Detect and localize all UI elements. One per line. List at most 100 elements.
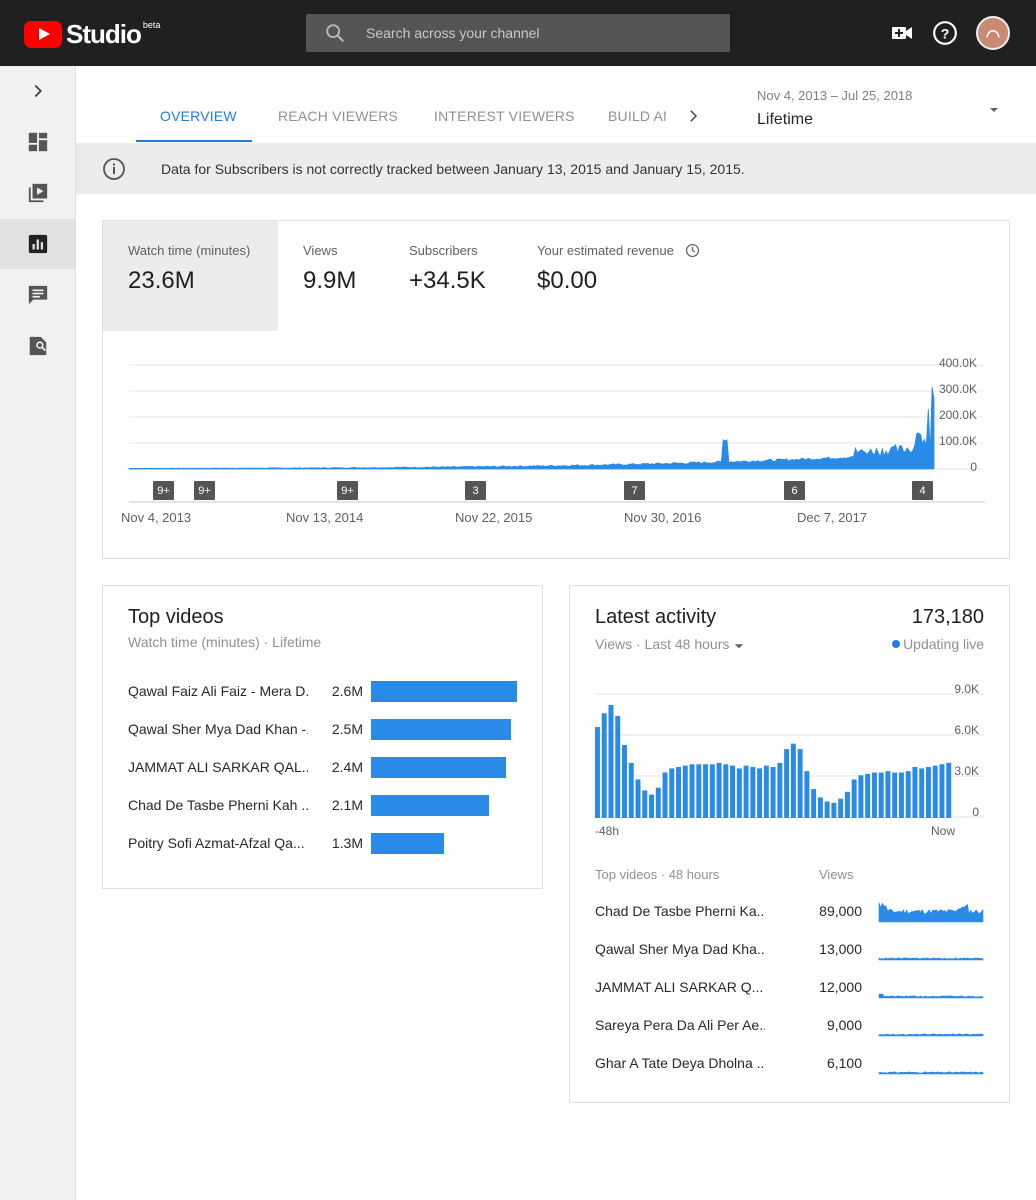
annotation-marker[interactable]: 7 <box>624 481 645 500</box>
activity-bar[interactable] <box>831 802 837 818</box>
tab-overview[interactable]: OVERVIEW <box>160 108 237 124</box>
tab-reach-viewers[interactable]: REACH VIEWERS <box>278 108 399 124</box>
activity-bar[interactable] <box>662 772 668 818</box>
activity-bar[interactable] <box>635 779 641 818</box>
activity-bar[interactable] <box>716 762 722 818</box>
activity-bar[interactable] <box>777 762 783 818</box>
video-title[interactable]: Sareya Pera Da Ali Per Ae... <box>595 1017 765 1033</box>
activity-bar[interactable] <box>696 764 702 818</box>
activity-bar[interactable] <box>858 775 864 818</box>
video-title[interactable]: JAMMAT ALI SARKAR QAL... <box>128 759 308 775</box>
metric-watch-time[interactable]: Watch time (minutes) 23.6M <box>103 221 278 331</box>
chevron-right-icon[interactable] <box>684 107 702 125</box>
activity-bar[interactable] <box>905 771 911 818</box>
sidebar-item-comments[interactable] <box>0 270 75 320</box>
activity-bar[interactable] <box>878 772 884 818</box>
activity-bar[interactable] <box>912 767 918 818</box>
video-title[interactable]: JAMMAT ALI SARKAR Q... <box>595 979 764 995</box>
activity-bar[interactable] <box>669 768 675 818</box>
video-title[interactable]: Qawal Sher Mya Dad Khan -... <box>128 721 308 737</box>
activity-bar[interactable] <box>817 797 823 818</box>
annotation-marker[interactable]: 3 <box>465 481 486 500</box>
activity-bar[interactable] <box>595 727 600 818</box>
activity-bar[interactable] <box>946 762 952 818</box>
activity-bar[interactable] <box>649 794 654 818</box>
activity-bar[interactable] <box>763 765 769 818</box>
activity-bar[interactable] <box>811 789 817 818</box>
search-input[interactable]: Search across your channel <box>306 14 730 52</box>
annotation-marker[interactable]: 9+ <box>153 481 174 500</box>
activity-bar[interactable] <box>925 767 931 818</box>
activity-bar[interactable] <box>750 767 756 818</box>
activity-bar[interactable] <box>730 765 736 818</box>
activity-bar[interactable] <box>608 705 614 818</box>
activity-bar[interactable] <box>851 779 857 818</box>
date-preset[interactable]: Lifetime <box>757 111 814 128</box>
annotation-marker[interactable]: 9+ <box>337 481 358 500</box>
activity-bar[interactable] <box>628 762 634 818</box>
activity-bar[interactable] <box>797 749 803 818</box>
sidebar-expand[interactable] <box>0 66 75 116</box>
period-selector[interactable]: Views · Last 48 hours <box>595 636 730 652</box>
top-video-bar[interactable] <box>371 681 517 702</box>
activity-bar[interactable] <box>824 801 830 818</box>
activity-bar[interactable] <box>770 767 776 818</box>
activity-bar[interactable] <box>865 773 871 818</box>
activity-bar[interactable] <box>736 768 742 818</box>
sidebar-item-dashboard[interactable] <box>0 117 75 167</box>
video-title[interactable]: Qawal Faiz Ali Faiz - Mera D... <box>128 683 308 699</box>
activity-bar[interactable] <box>709 764 715 818</box>
activity-bar[interactable] <box>838 798 844 818</box>
activity-bar[interactable] <box>723 764 729 818</box>
metric-subscribers[interactable]: Subscribers +34.5K <box>384 221 512 331</box>
annotation-marker[interactable]: 6 <box>784 481 805 500</box>
tab-interest-viewers[interactable]: INTEREST VIEWERS <box>434 108 575 124</box>
activity-bar[interactable] <box>790 743 796 818</box>
activity-bar[interactable] <box>601 713 607 818</box>
activity-bar[interactable] <box>844 791 850 818</box>
activity-bar[interactable] <box>784 749 790 818</box>
activity-bar[interactable] <box>676 767 682 818</box>
avatar[interactable] <box>976 16 1010 50</box>
chevron-right-icon <box>34 84 42 98</box>
sidebar-item-analytics[interactable] <box>0 219 75 269</box>
activity-bar[interactable] <box>939 764 945 818</box>
activity-bar[interactable] <box>682 765 688 818</box>
create-video-icon[interactable] <box>890 21 914 45</box>
activity-bar[interactable] <box>655 787 661 818</box>
activity-bar[interactable] <box>919 768 925 818</box>
top-video-bar[interactable] <box>371 719 512 740</box>
video-title[interactable]: Qawal Sher Mya Dad Kha... <box>595 941 765 957</box>
activity-bar[interactable] <box>615 716 621 818</box>
video-title[interactable]: Chad De Tasbe Pherni Kah ... <box>128 797 308 813</box>
top-video-bar[interactable] <box>371 795 489 816</box>
dropdown-arrow-icon[interactable] <box>732 639 746 653</box>
activity-bar[interactable] <box>757 768 763 818</box>
annotation-marker[interactable]: 4 <box>912 481 933 500</box>
top-video-bar[interactable] <box>371 757 506 778</box>
top-video-bar[interactable] <box>371 833 444 854</box>
metric-revenue[interactable]: Your estimated revenue $0.00 <box>512 221 712 331</box>
video-title[interactable]: Ghar A Tate Deya Dholna ... <box>595 1055 765 1071</box>
activity-bar[interactable] <box>622 744 627 818</box>
studio-logo[interactable]: Studio beta <box>24 19 160 50</box>
tab-build-audience[interactable]: BUILD AN <box>608 108 666 124</box>
sidebar-item-videos[interactable] <box>0 168 75 218</box>
activity-bar[interactable] <box>642 790 648 818</box>
activity-bar[interactable] <box>898 772 904 818</box>
metric-views[interactable]: Views 9.9M <box>278 221 384 331</box>
activity-bar[interactable] <box>703 764 709 818</box>
video-title[interactable]: Chad De Tasbe Pherni Ka... <box>595 903 765 919</box>
activity-bar[interactable] <box>892 772 898 818</box>
activity-bar[interactable] <box>871 772 877 818</box>
activity-bar[interactable] <box>885 771 891 818</box>
activity-bar[interactable] <box>932 765 938 818</box>
sidebar-item-copyright[interactable] <box>0 321 75 371</box>
annotation-marker[interactable]: 9+ <box>194 481 215 500</box>
dropdown-arrow-icon[interactable] <box>986 102 1002 118</box>
activity-bar[interactable] <box>743 765 749 818</box>
help-icon[interactable]: ? <box>932 20 958 46</box>
video-title[interactable]: Poitry Sofi Azmat-Afzal Qa... <box>128 835 305 851</box>
activity-bar[interactable] <box>689 764 695 818</box>
activity-bar[interactable] <box>804 771 810 818</box>
